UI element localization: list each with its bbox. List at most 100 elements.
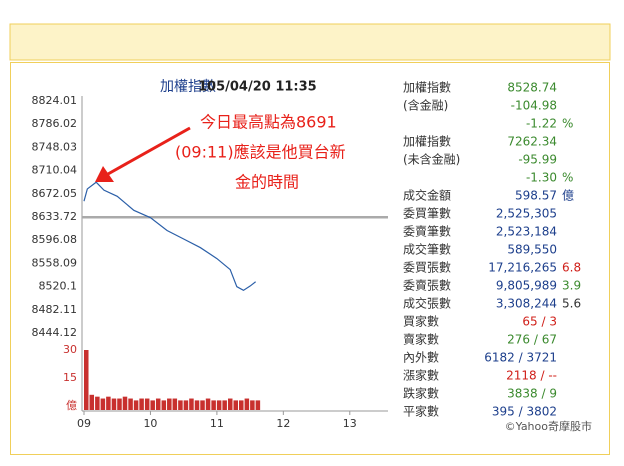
x-tick-label: 13 xyxy=(343,417,357,430)
x-tick-label: 10 xyxy=(143,417,157,430)
row-value: 6182 / 3721 xyxy=(484,351,557,365)
y2-tick-label: 億 xyxy=(66,399,77,412)
row-value: 3838 / 9 xyxy=(507,387,557,401)
row-value: -1.30 xyxy=(526,171,557,185)
row-label: (未含金融) xyxy=(403,152,460,167)
row-value: 395 / 3802 xyxy=(492,405,557,419)
annotation: 今日最高點為8691 xyxy=(200,113,337,132)
volume-bar xyxy=(84,350,89,410)
row-suffix: % xyxy=(562,171,573,185)
row-suffix: 億 xyxy=(562,189,574,203)
row-label: 成交張數 xyxy=(403,296,451,311)
row-value: -1.22 xyxy=(526,117,557,131)
row-label: 委賣張數 xyxy=(403,278,451,293)
row-label: 買家數 xyxy=(403,314,439,329)
volume-bar xyxy=(194,400,200,410)
volume-bar xyxy=(150,400,155,410)
row-label: 漲家數 xyxy=(403,368,439,383)
y-tick-label: 8520.1 xyxy=(39,280,78,293)
y2-tick-label: 15 xyxy=(63,371,77,384)
volume-bar xyxy=(155,398,161,410)
row-label: 平家數 xyxy=(403,404,439,419)
volume-bar xyxy=(211,400,216,410)
volume-bar xyxy=(255,400,261,410)
row-value: 17,216,265 xyxy=(488,261,557,275)
volume-bar xyxy=(233,400,239,410)
volume-bar xyxy=(239,400,244,410)
volume-bar xyxy=(183,400,189,410)
row-suffix: 3.9 xyxy=(562,279,581,293)
y-tick-label: 8672.05 xyxy=(32,187,78,200)
chart-title: 加權指數 xyxy=(160,79,216,95)
y-tick-label: 8558.09 xyxy=(32,256,78,269)
x-tick-label: 12 xyxy=(276,417,290,430)
row-label: 成交筆數 xyxy=(403,242,451,257)
row-value: 598.57 xyxy=(515,189,557,203)
volume-bar xyxy=(189,398,194,410)
volume-bar xyxy=(200,400,205,410)
row-value: 8528.74 xyxy=(507,81,557,95)
y-tick-label: 8786.02 xyxy=(32,117,78,130)
row-label: 賣家數 xyxy=(403,332,439,347)
annotation: (09:11)應該是他買台新 xyxy=(175,143,346,162)
x-tick-label: 11 xyxy=(210,417,224,430)
volume-bar xyxy=(111,398,117,410)
row-label: 委買張數 xyxy=(403,261,451,275)
row-value: 2,523,184 xyxy=(496,225,557,239)
row-value: 2118 / -- xyxy=(506,369,557,383)
volume-bar xyxy=(172,398,178,410)
row-label: 加權指數 xyxy=(403,134,451,149)
row-value: -95.99 xyxy=(518,153,557,167)
annotation-arrow xyxy=(107,126,191,176)
volume-bar xyxy=(128,398,133,410)
index-line xyxy=(83,181,256,292)
volume-bar xyxy=(139,398,144,410)
volume-bar xyxy=(133,400,139,410)
chart-date: 105/04/20 11:35 xyxy=(198,80,317,95)
volume-bar xyxy=(89,394,95,410)
volume-bar xyxy=(244,398,250,410)
y-tick-label: 8633.72 xyxy=(32,210,78,223)
annotation: 金的時間 xyxy=(235,173,299,192)
row-suffix: % xyxy=(562,117,573,131)
volume-bar xyxy=(205,398,211,410)
row-label: 成交金額 xyxy=(403,188,451,203)
row-value: 589,550 xyxy=(507,243,557,257)
y-tick-label: 8596.08 xyxy=(32,233,78,246)
row-label: 委買筆數 xyxy=(403,207,451,221)
row-label: 跌家數 xyxy=(403,386,439,401)
x-tick-label: 09 xyxy=(77,417,91,430)
volume-bar xyxy=(122,396,128,410)
y-tick-label: 8444.12 xyxy=(32,326,78,339)
y-tick-label: 8482.11 xyxy=(32,303,78,316)
y-tick-label: 8710.04 xyxy=(32,164,78,177)
annotation-arrowhead xyxy=(95,166,114,182)
y2-tick-label: 30 xyxy=(63,343,77,356)
header-band xyxy=(9,23,611,61)
panel xyxy=(10,62,610,455)
row-suffix: 6.8 xyxy=(562,261,581,275)
row-value: 2,525,305 xyxy=(496,207,557,221)
volume-bar xyxy=(222,400,227,410)
volume-bar xyxy=(161,400,167,410)
volume-bar xyxy=(167,398,172,410)
volume-bar xyxy=(144,398,150,410)
volume-bar xyxy=(95,396,100,410)
row-suffix: 5.6 xyxy=(562,297,581,311)
row-label: 內外數 xyxy=(403,351,439,365)
volume-bar xyxy=(117,398,122,410)
row-value: 65 / 3 xyxy=(522,315,557,329)
volume-bar xyxy=(100,398,106,410)
row-label: 加權指數 xyxy=(403,80,451,95)
row-value: 3,308,244 xyxy=(496,297,557,311)
row-label: (含金融) xyxy=(403,98,448,113)
volume-bar xyxy=(106,396,111,410)
y-tick-label: 8824.01 xyxy=(32,94,78,107)
row-value: 7262.34 xyxy=(507,135,557,149)
volume-bar xyxy=(227,398,233,410)
row-label: 委賣筆數 xyxy=(403,224,451,239)
volume-bar xyxy=(250,400,255,410)
credit: ©Yahoo奇摩股市 xyxy=(505,419,592,433)
row-value: 9,805,989 xyxy=(496,279,557,293)
